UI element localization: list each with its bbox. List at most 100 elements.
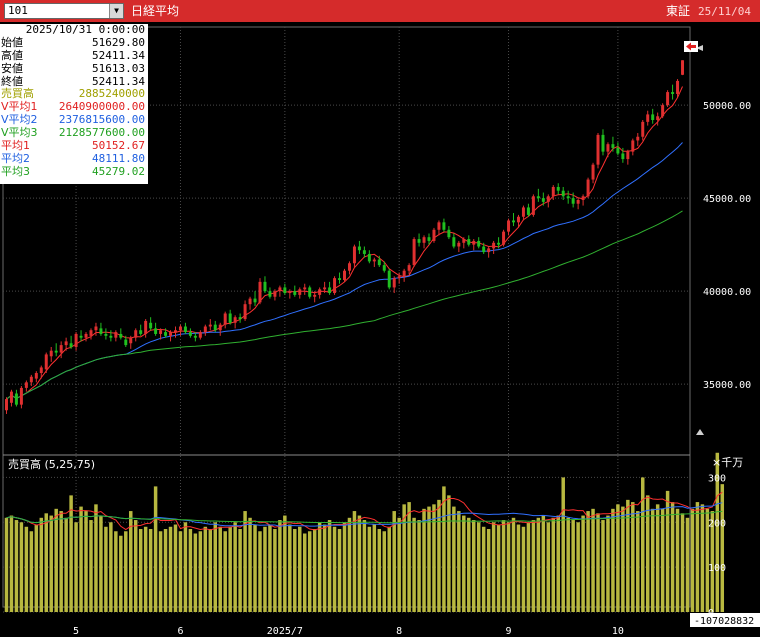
candle-body [114, 332, 118, 338]
volume-bar [173, 524, 178, 612]
candle-body [432, 229, 436, 241]
price-tick-label: 35000.00 [703, 380, 751, 391]
candle-body [223, 313, 227, 325]
volume-bar [641, 477, 645, 612]
date-tick-label: 9 [506, 626, 512, 637]
stock-name: 日経平均 [131, 4, 180, 18]
candle-body [323, 287, 327, 290]
candle-body [372, 259, 376, 262]
candle-body [89, 330, 93, 336]
volume-bar [447, 495, 451, 612]
volume-panel-label: 売買高 (5,25,75) [8, 457, 95, 471]
candle-body [268, 291, 272, 297]
candle-body [482, 246, 486, 253]
volume-bar [19, 522, 24, 612]
candle-body [556, 186, 560, 191]
info-value: 2376815600.00 [58, 113, 145, 127]
candle-body [198, 332, 202, 338]
scroll-up-icon[interactable] [696, 429, 704, 435]
info-row: 平均2 48111.80 [0, 152, 148, 166]
candle-body [283, 287, 287, 294]
price-tick-label: 50000.00 [703, 101, 751, 112]
volume-bar [700, 504, 705, 612]
cursor-readout: -107028832 [694, 616, 754, 627]
candle-body [49, 350, 53, 357]
candle-body [64, 341, 68, 346]
candle-body [188, 332, 192, 336]
volume-bar [397, 517, 401, 612]
volume-bar [402, 504, 406, 612]
candle-body [19, 387, 23, 405]
volume-bar [481, 526, 486, 612]
candle-body [14, 393, 18, 405]
info-row: 売買高 2885240000 [0, 88, 148, 101]
volume-bar [24, 526, 29, 612]
candle-body [352, 246, 356, 264]
volume-bar [437, 499, 441, 612]
price-axis: 35000.00 40000.00 45000.00 50000.00 [703, 101, 751, 391]
info-value: 51629.80 [92, 35, 145, 49]
candle-body [39, 367, 43, 374]
volume-bar [407, 502, 411, 612]
volume-bar [213, 522, 217, 612]
candle-body [218, 324, 222, 331]
candle-body [462, 239, 466, 243]
candle-body [169, 332, 173, 336]
info-label: V平均3 [1, 126, 38, 140]
candle-body [387, 270, 391, 288]
volume-bar [203, 526, 208, 612]
volume-bar [611, 508, 615, 612]
date-tick-label: 2025/7 [267, 626, 303, 637]
info-row: V平均1 2640900000.00 [0, 100, 148, 114]
volume-bar [168, 526, 173, 612]
market-name: 東証 [666, 4, 691, 18]
candle-body [69, 343, 73, 347]
volume-bar [382, 531, 387, 612]
candle-body [531, 196, 535, 215]
volume-bar [526, 522, 531, 612]
volume-bar [84, 511, 88, 612]
stock-code-input[interactable]: 101 [4, 3, 124, 19]
volume-bar [59, 511, 63, 612]
candle-body [487, 248, 491, 253]
volume-bar [34, 524, 39, 612]
volume-bar [208, 529, 213, 612]
candle-body [44, 354, 48, 370]
volume-bar [94, 504, 98, 612]
candle-body [343, 270, 346, 280]
volume-bar [531, 520, 536, 612]
volume-bar [337, 529, 342, 612]
info-label: 平均1 [1, 139, 30, 153]
chevron-down-icon[interactable]: ▼ [109, 4, 123, 18]
candle-body [24, 382, 28, 388]
volume-bar [591, 508, 595, 612]
volume-bar [670, 502, 675, 612]
volume-bar [556, 515, 560, 612]
volume-bar [29, 531, 34, 612]
volume-bar [322, 524, 327, 612]
candle-body [502, 231, 506, 245]
candle-body [581, 196, 585, 200]
volume-bar [412, 517, 416, 612]
candle-body [94, 326, 98, 331]
volume-bar [143, 526, 148, 612]
volume-bar [695, 502, 700, 612]
candle-body [422, 237, 426, 243]
volume-bar [362, 520, 367, 612]
volume-bar [193, 533, 198, 612]
volume-bar [680, 513, 685, 612]
volume-bar [124, 531, 128, 612]
candle-body [164, 332, 168, 336]
candle-body [208, 324, 212, 327]
info-row: 始値 51629.80 [0, 35, 148, 50]
volume-bars [4, 452, 725, 612]
candle-body [407, 265, 411, 271]
candle-body [676, 80, 680, 94]
info-value: 2640900000.00 [58, 100, 145, 114]
volume-bar [367, 526, 372, 612]
volume-bar [273, 529, 277, 612]
candle-body [546, 196, 550, 202]
volume-bar [675, 508, 680, 612]
candle-body [507, 220, 511, 232]
